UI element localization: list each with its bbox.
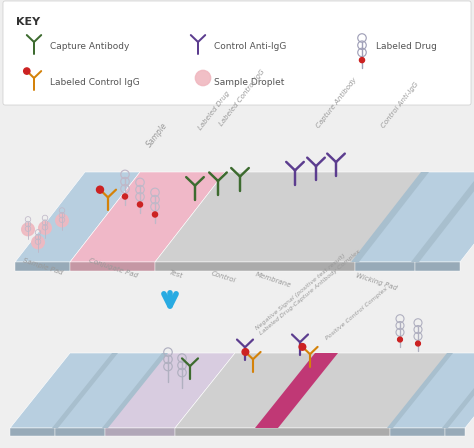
Ellipse shape xyxy=(39,222,51,234)
Polygon shape xyxy=(442,353,474,428)
Polygon shape xyxy=(387,353,453,428)
Text: Control: Control xyxy=(210,271,236,284)
Text: Conjugate Pad: Conjugate Pad xyxy=(88,258,138,279)
Text: Capture Antibody: Capture Antibody xyxy=(315,77,358,129)
Polygon shape xyxy=(415,172,474,262)
Polygon shape xyxy=(155,172,425,262)
Polygon shape xyxy=(15,262,70,271)
Ellipse shape xyxy=(56,214,68,227)
Circle shape xyxy=(299,344,306,350)
Circle shape xyxy=(153,212,157,217)
Ellipse shape xyxy=(22,223,34,236)
Circle shape xyxy=(359,57,365,63)
Circle shape xyxy=(137,202,143,207)
Text: Labeled Drug: Labeled Drug xyxy=(376,42,437,51)
Text: Sample: Sample xyxy=(145,121,170,149)
Polygon shape xyxy=(10,428,55,436)
Text: Labeled Control IgG: Labeled Control IgG xyxy=(218,69,266,127)
Text: Sample Droplet: Sample Droplet xyxy=(214,78,284,86)
Text: Positive Control Complex: Positive Control Complex xyxy=(325,286,389,341)
Text: Sample Pad: Sample Pad xyxy=(22,258,64,276)
FancyArrowPatch shape xyxy=(164,293,176,306)
Polygon shape xyxy=(15,172,140,262)
Polygon shape xyxy=(255,353,338,428)
Text: KEY: KEY xyxy=(16,17,40,27)
Polygon shape xyxy=(175,428,390,436)
Circle shape xyxy=(122,194,128,199)
Text: Test: Test xyxy=(168,269,183,279)
Circle shape xyxy=(24,68,30,74)
Polygon shape xyxy=(445,428,465,436)
Polygon shape xyxy=(52,353,118,428)
Text: Control Anti-IgG: Control Anti-IgG xyxy=(380,81,419,129)
Circle shape xyxy=(416,341,420,346)
Text: Capture Antibody: Capture Antibody xyxy=(50,42,129,51)
Polygon shape xyxy=(415,262,460,271)
Circle shape xyxy=(242,349,249,355)
Polygon shape xyxy=(355,172,474,262)
Polygon shape xyxy=(175,353,450,428)
Polygon shape xyxy=(10,353,115,428)
Ellipse shape xyxy=(195,70,210,86)
FancyBboxPatch shape xyxy=(3,1,471,105)
Polygon shape xyxy=(55,428,105,436)
Polygon shape xyxy=(70,262,155,271)
Text: Labeled Drug: Labeled Drug xyxy=(197,90,231,131)
Text: Control Anti-IgG: Control Anti-IgG xyxy=(214,42,286,51)
Polygon shape xyxy=(155,262,355,271)
Text: Wicking Pad: Wicking Pad xyxy=(355,272,398,291)
Polygon shape xyxy=(390,353,474,428)
Polygon shape xyxy=(355,262,415,271)
Polygon shape xyxy=(55,353,165,428)
Text: Negative Signal (positive test result)
Labeled Drug-Capture Antibody Complex: Negative Signal (positive test result) L… xyxy=(255,244,362,336)
Ellipse shape xyxy=(32,236,44,249)
Polygon shape xyxy=(102,353,168,428)
Polygon shape xyxy=(105,428,175,436)
Text: Labeled Control IgG: Labeled Control IgG xyxy=(50,78,140,86)
Polygon shape xyxy=(70,172,225,262)
Polygon shape xyxy=(445,353,474,428)
Text: Membrane: Membrane xyxy=(255,271,292,289)
Polygon shape xyxy=(390,428,445,436)
Polygon shape xyxy=(411,172,474,262)
Polygon shape xyxy=(105,353,235,428)
Circle shape xyxy=(398,337,402,342)
Circle shape xyxy=(97,186,103,193)
Polygon shape xyxy=(351,172,429,262)
